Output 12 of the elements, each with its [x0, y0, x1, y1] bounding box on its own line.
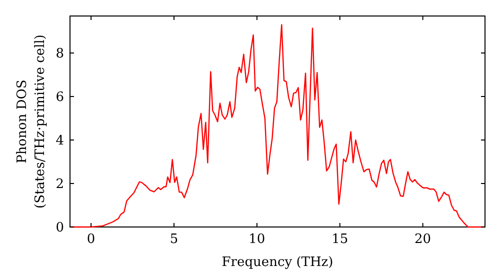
- y-tick-label: 8: [56, 46, 64, 62]
- y-tick-label: 4: [56, 133, 64, 148]
- y-axis-title: Phonon DOS (States/THz·primitive cell): [15, 34, 48, 209]
- x-tick-label: 15: [332, 232, 348, 247]
- x-tick-label: 10: [248, 232, 266, 247]
- y-tick-label: 2: [56, 176, 64, 192]
- y-tick-label: 6: [56, 90, 64, 105]
- x-axis-title: Frequency (THz): [222, 255, 334, 270]
- y-tick-label: 0: [56, 220, 64, 236]
- x-tick-label: 5: [170, 232, 178, 247]
- x-tick-label: 20: [414, 232, 432, 247]
- x-tick-label: 0: [86, 232, 96, 247]
